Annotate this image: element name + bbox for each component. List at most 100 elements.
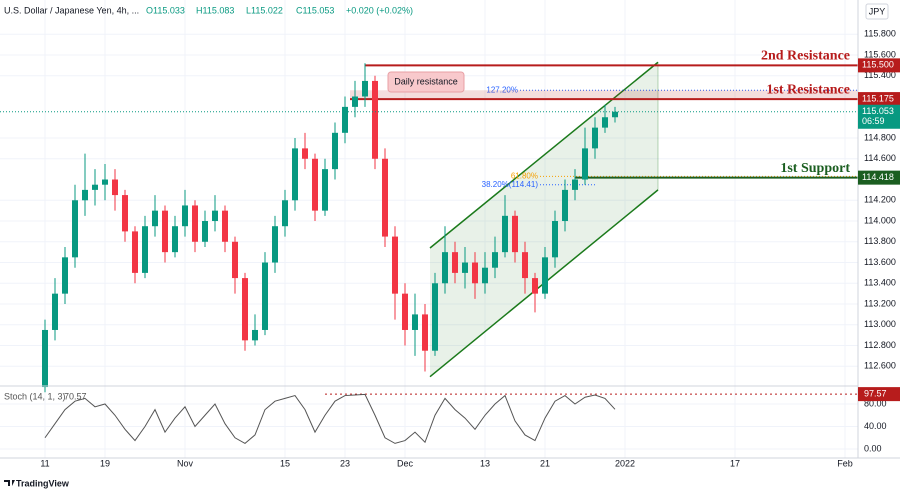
- y-tick-label: 112.600: [864, 361, 896, 371]
- candle-body: [172, 226, 178, 253]
- fib-label: 127.20%: [486, 85, 518, 94]
- last-price-label: 115.053: [862, 106, 894, 116]
- x-tick-label: Dec: [397, 458, 414, 468]
- candle-body: [292, 148, 298, 201]
- candle-body: [582, 148, 588, 180]
- ohlc-open: O115.033: [146, 5, 185, 15]
- candle-body: [532, 278, 538, 294]
- y-tick-label: 113.400: [864, 278, 896, 288]
- channel-line: [429, 61, 659, 249]
- candle-body: [372, 80, 378, 159]
- candle-body: [152, 210, 158, 227]
- candle-body: [452, 252, 458, 273]
- stoch-tick-label: 40.00: [864, 421, 887, 431]
- stoch-level-label: 97.57: [864, 388, 887, 398]
- candle-body: [222, 210, 228, 242]
- candle-body: [512, 215, 518, 253]
- y-tick-label: 114.000: [864, 215, 896, 225]
- symbol: U.S. Dollar / Japanese Yen, 4h, ...: [4, 5, 139, 15]
- last-price-tag: [858, 104, 900, 129]
- candle-body: [482, 267, 488, 284]
- candle-body: [542, 257, 548, 294]
- x-tick-label: 2022: [615, 458, 635, 468]
- y-tick-label: 114.800: [864, 132, 896, 142]
- x-tick-label: Nov: [177, 458, 194, 468]
- countdown: 06:59: [862, 116, 885, 126]
- currency[interactable]: JPY: [869, 6, 886, 16]
- currency-box[interactable]: [865, 3, 889, 20]
- candle-body: [572, 179, 578, 190]
- candle-body: [122, 195, 128, 232]
- x-tick-label: 19: [100, 458, 110, 468]
- x-tick-label: 17: [730, 458, 740, 468]
- candle-body: [462, 262, 468, 273]
- level-name: 1st Support: [780, 161, 850, 176]
- candle-body: [502, 215, 508, 253]
- candle-body: [432, 283, 438, 351]
- candle-body: [472, 262, 478, 284]
- x-tick-label: 11: [40, 458, 49, 468]
- candle-body: [192, 205, 198, 242]
- ohlc-change: +0.020 (+0.02%): [346, 5, 413, 15]
- stoch-reading: 70.57: [64, 391, 87, 401]
- stoch-tick-label: 80.00: [864, 398, 887, 408]
- ohlc: O115.033 H115.083 L115.022 C115.053 +0.0…: [146, 5, 413, 15]
- stoch-level-tag: [858, 387, 900, 402]
- x-tick-label: Feb: [837, 458, 853, 468]
- price-tag: [858, 170, 900, 185]
- axis: 115.800 115.600 115.400 114.800 114.600 114.2…: [40, 29, 900, 468]
- candle-body: [132, 231, 138, 273]
- candle-body: [442, 252, 448, 284]
- price-tag-label: 114.418: [862, 172, 894, 182]
- candle-body: [332, 132, 338, 170]
- candle-body: [142, 226, 148, 273]
- x-tick-label: 23: [340, 458, 350, 468]
- y-tick-label: 114.200: [864, 195, 896, 205]
- candle-body: [42, 329, 48, 388]
- candle-body: [72, 200, 78, 258]
- fib-label: 38.20%(114.41): [482, 180, 539, 189]
- candle-body: [592, 127, 598, 149]
- y-tick-label: 114.600: [864, 153, 896, 163]
- candle-body: [422, 314, 428, 351]
- y-tick-label: 115.400: [864, 70, 896, 80]
- candle-body: [312, 158, 318, 211]
- y-tick-label: 113.000: [864, 319, 896, 329]
- y-tick-label: 115.600: [864, 49, 896, 59]
- ohlc-low: L115.022: [246, 5, 283, 15]
- brand: TradingView: [16, 478, 70, 488]
- candle-body: [182, 205, 188, 227]
- candle-body: [412, 314, 418, 330]
- candle-body: [92, 184, 98, 190]
- candle-body: [112, 179, 118, 196]
- candle-body: [552, 221, 558, 258]
- candle-body: [322, 169, 328, 211]
- level-name: 2nd Resistance: [761, 49, 850, 64]
- candle-body: [102, 179, 108, 185]
- candle-body: [62, 257, 68, 294]
- candle-body: [562, 189, 568, 222]
- level-name: 1st Resistance: [766, 82, 850, 97]
- candle-body: [52, 293, 58, 330]
- candle-body: [492, 252, 498, 268]
- price-tag: [858, 58, 900, 73]
- candle-body: [602, 117, 608, 128]
- price-tag-label: 115.500: [862, 60, 894, 70]
- stoch-label: Stoch (14, 1, 3): [4, 391, 66, 401]
- candle-body: [252, 329, 258, 341]
- annotation-box: [387, 71, 465, 93]
- y-tick-label: 113.200: [864, 298, 896, 308]
- brand-logo: TradingView: [4, 478, 70, 488]
- fib-label: 61.80%: [511, 172, 538, 181]
- candle-body: [162, 210, 168, 253]
- candle-body: [302, 148, 308, 159]
- candle-body: [612, 111, 618, 118]
- y-tick-label: 115.800: [864, 29, 896, 39]
- candle-body: [382, 158, 388, 237]
- price-tag-label: 115.175: [862, 93, 894, 103]
- annotation: Daily resistance: [394, 76, 458, 86]
- y-tick-label: 113.600: [864, 257, 896, 267]
- candle-body: [352, 96, 358, 107]
- resistance-zone: [350, 90, 858, 100]
- candle-body: [282, 200, 288, 227]
